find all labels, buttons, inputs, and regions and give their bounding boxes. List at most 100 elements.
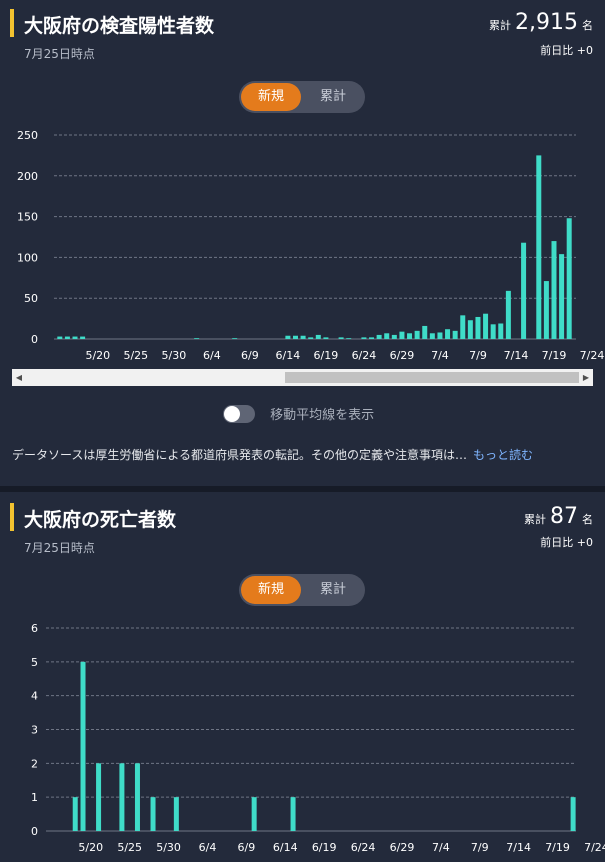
bar[interactable] <box>429 333 435 339</box>
data-source-note: データソースは厚生労働省による都道府県発表の転記。その他の定義や注意事項は… もっ… <box>12 446 602 463</box>
as-of-date: 7月25日時点 <box>24 541 95 555</box>
deaths-chart: 0 1 2 3 4 5 6 5/20 5/25 5/30 6/4 6/9 6/14 6/19 6/24 6/2… <box>31 622 605 854</box>
y-tick-label: 5 <box>31 656 38 669</box>
day-over-day: 前日比 +0 <box>540 534 593 550</box>
x-tick-label: 6/9 <box>241 349 259 362</box>
toggle-cumulative-button[interactable]: 累計 <box>319 582 346 597</box>
diff-label: 前日比 <box>540 536 574 549</box>
x-tick-label: 5/25 <box>123 349 148 362</box>
x-tick-label: 6/24 <box>351 841 376 854</box>
y-tick-label: 250 <box>17 129 38 142</box>
view-toggle: 新規 累計 <box>239 81 365 113</box>
x-tick-label: 7/4 <box>432 841 450 854</box>
bar[interactable] <box>490 324 496 339</box>
bar[interactable] <box>467 320 473 339</box>
bar[interactable] <box>96 763 102 831</box>
y-tick-label: 2 <box>31 757 38 770</box>
bar[interactable] <box>376 334 382 339</box>
bar[interactable] <box>483 313 489 339</box>
x-tick-label: 6/24 <box>352 349 377 362</box>
x-tick-label: 5/20 <box>85 349 110 362</box>
bar[interactable] <box>475 316 481 339</box>
x-tick-label: 7/24 <box>580 349 605 362</box>
bar[interactable] <box>543 281 549 339</box>
toggle-new-button[interactable]: 新規 <box>241 83 301 111</box>
bar[interactable] <box>57 336 63 339</box>
x-tick-label: 5/20 <box>78 841 103 854</box>
bar[interactable] <box>134 763 140 831</box>
y-tick-label: 4 <box>31 690 38 703</box>
bar[interactable] <box>338 337 344 339</box>
bar[interactable] <box>315 334 321 339</box>
moving-average-toggle[interactable]: 移動平均線を表示 <box>223 403 374 425</box>
section-title: 大阪府の死亡者数 <box>24 509 177 531</box>
total-value: 87 <box>550 504 578 529</box>
bar[interactable] <box>150 797 156 831</box>
bar[interactable] <box>361 337 367 339</box>
x-tick-label: 7/14 <box>504 349 529 362</box>
bar[interactable] <box>194 338 200 339</box>
toggle-new-button[interactable]: 新規 <box>241 576 301 604</box>
diff-value: +0 <box>576 536 593 549</box>
total-label: 累計 <box>489 19 512 32</box>
x-tick-label: 6/4 <box>203 349 221 362</box>
bar[interactable] <box>80 336 86 339</box>
bar[interactable] <box>414 330 420 339</box>
scrollbar-thumb[interactable] <box>285 372 579 383</box>
chart-scrollbar[interactable]: ◀ ▶ <box>12 369 593 386</box>
diff-value: +0 <box>576 44 593 57</box>
bar[interactable] <box>119 763 125 831</box>
bar[interactable] <box>399 331 405 339</box>
scroll-right-icon[interactable]: ▶ <box>582 373 590 382</box>
scroll-left-icon[interactable]: ◀ <box>15 373 23 382</box>
bar[interactable] <box>452 330 458 339</box>
bar[interactable] <box>551 241 557 339</box>
bar[interactable] <box>566 218 572 339</box>
x-tick-label: 5/30 <box>156 841 181 854</box>
bar[interactable] <box>521 242 527 339</box>
bar[interactable] <box>570 797 576 831</box>
y-tick-label: 1 <box>31 791 38 804</box>
bar[interactable] <box>346 338 352 339</box>
bar[interactable] <box>445 329 451 339</box>
bar[interactable] <box>369 337 375 339</box>
moving-average-switch[interactable] <box>223 404 255 423</box>
x-tick-label: 5/30 <box>161 349 186 362</box>
bar[interactable] <box>80 661 86 831</box>
bar[interactable] <box>300 335 306 339</box>
bar[interactable] <box>505 290 511 339</box>
bar[interactable] <box>292 335 298 339</box>
x-tick-label: 7/9 <box>471 841 489 854</box>
bar[interactable] <box>72 336 78 339</box>
day-over-day: 前日比 +0 <box>540 42 593 58</box>
positive-cases-card: 大阪府の検査陽性者数 7月25日時点 累計 2,915 名 前日比 +0 新規 累計… <box>10 9 605 463</box>
bar[interactable] <box>437 332 443 339</box>
bar[interactable] <box>536 155 542 339</box>
bar[interactable] <box>323 337 329 339</box>
bar[interactable] <box>391 334 397 339</box>
bar[interactable] <box>559 254 565 339</box>
bar[interactable] <box>384 333 390 339</box>
bar[interactable] <box>290 797 296 831</box>
total-label: 累計 <box>524 513 546 526</box>
diff-label: 前日比 <box>540 44 574 57</box>
bar[interactable] <box>498 323 504 339</box>
view-toggle: 新規 累計 <box>239 574 365 606</box>
bar[interactable] <box>72 797 78 831</box>
bar[interactable] <box>460 315 466 339</box>
bar[interactable] <box>422 325 428 339</box>
bar[interactable] <box>285 335 291 339</box>
bar[interactable] <box>308 337 314 339</box>
bar[interactable] <box>251 797 257 831</box>
y-tick-label: 0 <box>31 333 38 346</box>
y-tick-label: 3 <box>31 724 38 737</box>
x-tick-label: 6/9 <box>238 841 256 854</box>
bar[interactable] <box>407 333 413 339</box>
total-unit: 名 <box>582 513 593 526</box>
bar[interactable] <box>64 336 70 339</box>
y-tick-label: 0 <box>31 825 38 838</box>
bar[interactable] <box>173 797 179 831</box>
bar[interactable] <box>232 338 238 339</box>
read-more-link[interactable]: もっと読む <box>473 448 534 462</box>
toggle-cumulative-button[interactable]: 累計 <box>319 89 346 104</box>
